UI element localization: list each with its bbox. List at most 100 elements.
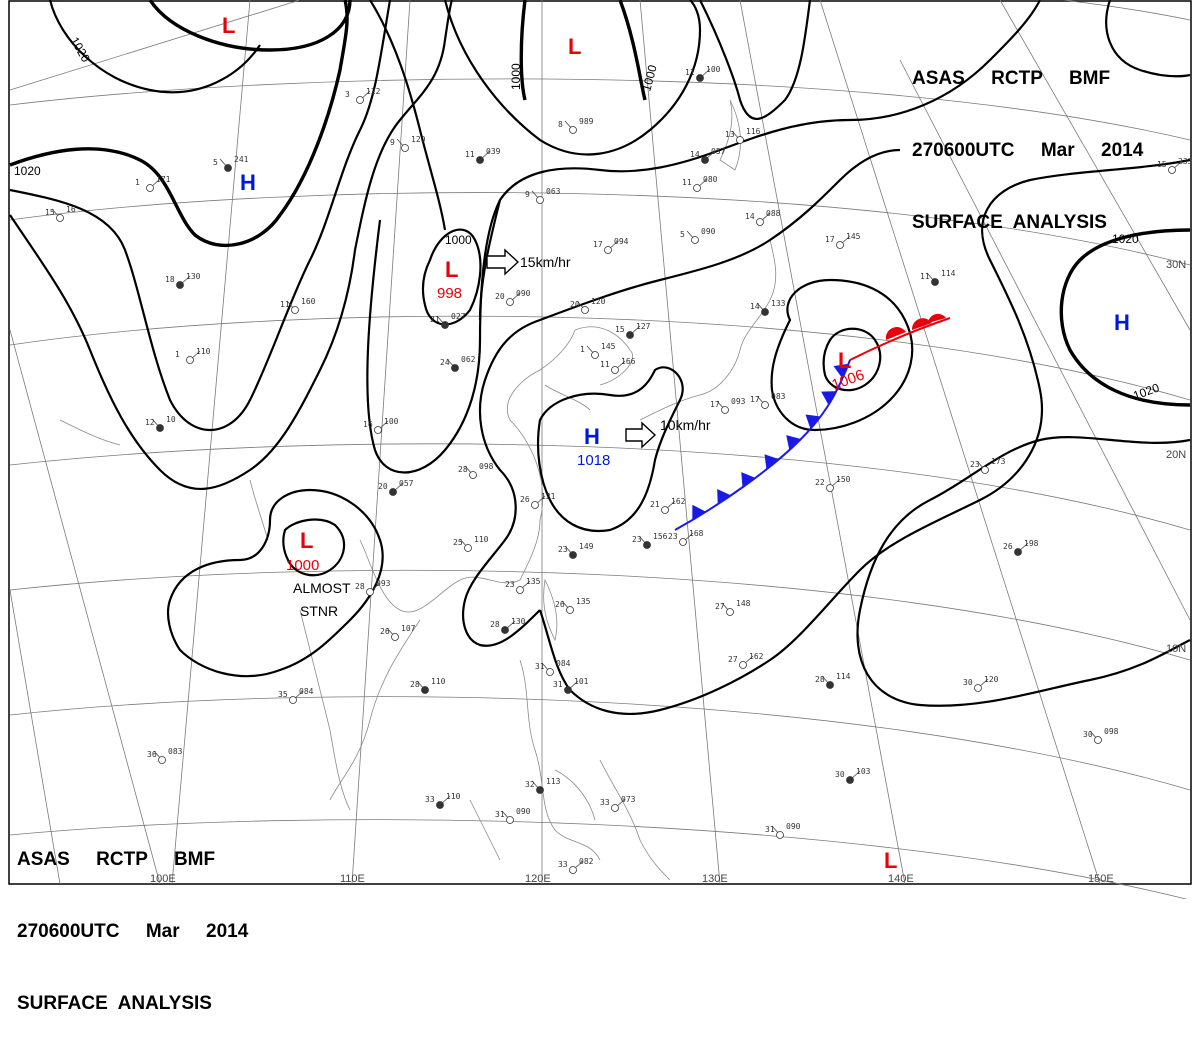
station-plot: 1 145 xyxy=(580,342,616,359)
station-temperature: 1 xyxy=(580,345,585,354)
station-pressure: 080 xyxy=(703,175,718,184)
station-temperature: 33 xyxy=(425,795,435,804)
station-pressure: 168 xyxy=(689,529,704,538)
station-plot: 28 093 xyxy=(355,579,391,596)
station-pressure: 073 xyxy=(621,795,636,804)
station-temperature: 5 xyxy=(680,230,685,239)
station-pressure: 107 xyxy=(401,624,416,633)
station-plot: 30 120 xyxy=(963,675,999,692)
station-temperature: 23 xyxy=(558,545,568,554)
station-plot: 9 063 xyxy=(525,187,561,204)
header-bottom-left: ASAS RCTP BMF 270600UTC Mar 2014 SURFACE… xyxy=(17,800,248,1040)
cold-front-barb xyxy=(741,472,756,488)
cold-front-barb xyxy=(717,488,732,505)
header-line-1: ASAS RCTP BMF xyxy=(17,849,216,870)
station-circle xyxy=(569,126,577,134)
station-temperature: 26 xyxy=(380,627,390,636)
header-line-2: 270600UTC Mar 2014 xyxy=(912,140,1144,161)
station-circle xyxy=(826,484,834,492)
station-temperature: 9 xyxy=(525,190,530,199)
station-plot: 3 122 xyxy=(345,87,381,104)
station-temperature: 17 xyxy=(825,235,835,244)
station-temperature: 27 xyxy=(728,655,738,664)
station-plot: 8 989 xyxy=(558,117,594,134)
motion-speed-label: 10km/hr xyxy=(660,417,711,433)
station-plot: 26 135 xyxy=(555,597,591,614)
station-pressure: 135 xyxy=(576,597,591,606)
station-temperature: 24 xyxy=(440,358,450,367)
station-temperature: 26 xyxy=(520,495,530,504)
station-plot: 33 110 xyxy=(425,792,461,809)
station-circle xyxy=(389,488,397,496)
station-circle xyxy=(1168,166,1176,174)
station-pressure: 090 xyxy=(786,822,801,831)
station-circle xyxy=(736,136,744,144)
station-temperature: 11 xyxy=(600,360,610,369)
annotation-text: ALMOST xyxy=(293,580,351,596)
station-temperature: 3 xyxy=(345,90,350,99)
station-circle xyxy=(451,364,459,372)
longitude-label: 100E xyxy=(150,873,176,885)
station-pressure: 160 xyxy=(301,297,316,306)
station-plot: 12 10 xyxy=(145,415,176,432)
station-pressure: 127 xyxy=(636,322,651,331)
station-circle xyxy=(569,866,577,874)
station-pressure: 121 xyxy=(541,492,556,501)
station-temperature: 23 xyxy=(668,532,678,541)
station-temperature: 21 xyxy=(430,315,440,324)
station-temperature: 28 xyxy=(458,465,468,474)
station-plot: 14 133 xyxy=(750,299,786,316)
high-symbol: H xyxy=(584,424,600,449)
station-plot: 28 098 xyxy=(458,462,494,479)
station-pressure: 062 xyxy=(461,355,476,364)
station-pressure: 027 xyxy=(451,312,466,321)
motion-vectors: 15km/hr 10km/hr xyxy=(486,248,711,449)
header-top-right: ASAS RCTP BMF 270600UTC Mar 2014 SURFACE… xyxy=(912,19,1143,259)
station-circle xyxy=(506,816,514,824)
station-pressure: 083 xyxy=(168,747,183,756)
cold-front-barb xyxy=(764,454,779,470)
station-plot: 25 110 xyxy=(453,535,489,552)
station-temperature: 30 xyxy=(963,678,973,687)
longitude-label: 140E xyxy=(888,873,914,885)
warm-front-bump xyxy=(885,327,906,340)
cold-front-barb xyxy=(805,414,821,429)
longitude-label: 150E xyxy=(1088,873,1114,885)
station-plot: 21 027 xyxy=(430,312,466,329)
station-circle xyxy=(679,538,687,546)
station-temperature: 14 xyxy=(745,212,755,221)
station-pressure: 233 xyxy=(1178,157,1193,166)
station-temperature: 30 xyxy=(1083,730,1093,739)
station-pressure: 130 xyxy=(186,272,201,281)
station-pressure: 145 xyxy=(601,342,616,351)
station-plot: 23 149 xyxy=(558,542,594,559)
station-plot: 17 083 xyxy=(750,392,786,409)
station-pressure: 084 xyxy=(299,687,314,696)
station-plot: 24 062 xyxy=(440,355,476,372)
station-circle xyxy=(661,506,669,514)
station-plot: 28 110 xyxy=(410,677,446,694)
station-temperature: 14 xyxy=(690,150,700,159)
station-pressure: 120 xyxy=(411,135,426,144)
station-circle xyxy=(501,626,509,634)
station-pressure: 110 xyxy=(446,792,461,801)
station-circle xyxy=(401,144,409,152)
station-temperature: 32 xyxy=(525,780,535,789)
station-temperature: 20 xyxy=(570,300,580,309)
station-plot: 18 130 xyxy=(165,272,201,289)
cold-front-barb xyxy=(833,363,849,379)
station-temperature: 8 xyxy=(558,120,563,129)
station-plot: 9 120 xyxy=(390,135,426,152)
station-plot: 11 080 xyxy=(682,175,718,192)
station-circle xyxy=(611,366,619,374)
station-temperature: 17 xyxy=(593,240,603,249)
station-pressure: 088 xyxy=(766,209,781,218)
station-pressure: 166 xyxy=(621,357,636,366)
station-circle xyxy=(931,278,939,286)
station-circle xyxy=(626,331,634,339)
station-pressure: 098 xyxy=(479,462,494,471)
station-temperature: 36 xyxy=(147,750,157,759)
station-pressure: 130 xyxy=(511,617,526,626)
station-circle xyxy=(224,164,232,172)
station-temperature: 23 xyxy=(505,580,515,589)
